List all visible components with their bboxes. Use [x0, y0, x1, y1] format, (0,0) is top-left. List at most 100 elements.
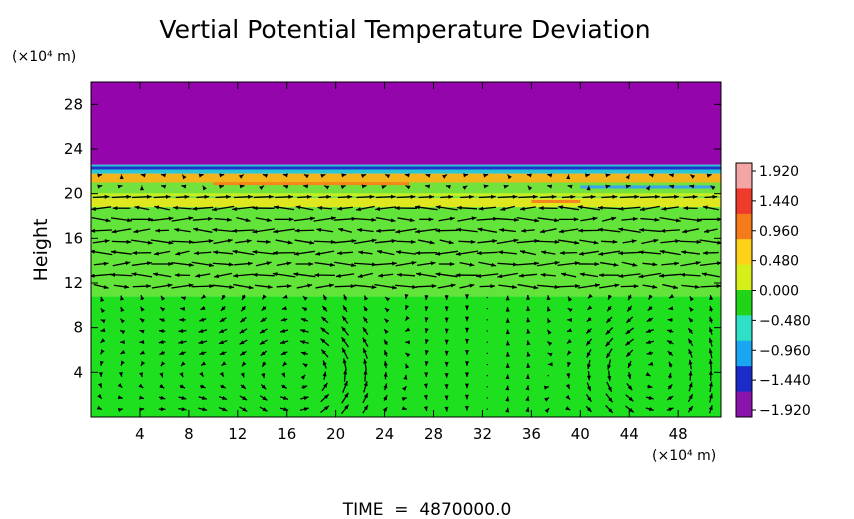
vector-arrow-145	[212, 262, 234, 267]
vector-arrow-5	[100, 349, 105, 355]
vector-arrow-390	[435, 228, 458, 233]
vector-arrow-279	[333, 238, 357, 244]
vector-arrow-224	[302, 363, 308, 368]
vector-arrow-493	[546, 306, 551, 312]
vector-arrow-87	[160, 173, 167, 178]
vector-arrow-661	[708, 393, 713, 403]
y-tick-label-28: 28	[64, 95, 83, 113]
colorbar-label-5: −0.480	[759, 313, 811, 329]
vector-arrow-46	[138, 383, 144, 389]
vector-arrow-309	[383, 394, 388, 402]
vector-arrow-171	[236, 216, 251, 222]
vector-arrow-86	[161, 184, 167, 189]
vector-arrow-625	[668, 306, 674, 311]
vector-arrow-437	[478, 194, 496, 199]
vector-arrow-326	[375, 206, 397, 211]
colorbar-label-3: 0.480	[759, 254, 799, 270]
vector-arrow-444	[505, 363, 510, 368]
vector-arrow-33	[113, 284, 130, 289]
vector-arrow-189	[255, 261, 272, 267]
vector-arrow-90	[179, 384, 186, 389]
vector-arrow-548	[586, 185, 591, 191]
vector-arrow-488	[547, 362, 553, 367]
vector-arrow-38	[111, 228, 132, 234]
vector-arrow-405	[464, 305, 470, 311]
vector-arrow-358	[424, 339, 429, 345]
vector-arrow-525	[561, 194, 576, 199]
vector-arrow-255	[314, 261, 335, 267]
vector-arrow-44	[139, 407, 145, 412]
vector-arrow-502	[538, 206, 558, 211]
vector-arrow-39	[110, 217, 133, 223]
vector-arrow-151	[215, 194, 231, 199]
vector-arrow-656	[683, 206, 698, 211]
vector-arrow-551	[605, 393, 614, 403]
chart-title: Vertial Potential Temperature Deviation	[159, 15, 650, 44]
vector-arrow-513	[566, 328, 572, 333]
x-tick-label-8: 8	[184, 425, 194, 443]
vector-arrow-29	[119, 329, 126, 335]
vector-arrow-593	[625, 174, 631, 180]
vector-arrow-409	[459, 261, 475, 267]
vector-arrow-22	[117, 408, 123, 412]
vector-arrow-318	[384, 296, 391, 302]
vector-arrow-17	[91, 216, 111, 223]
vector-arrow-35	[112, 261, 131, 267]
vector-arrow-509	[566, 373, 571, 379]
vector-arrow-449	[505, 306, 510, 312]
vector-arrow-110	[198, 407, 208, 412]
vector-arrow-440	[505, 407, 510, 413]
vector-arrow-201	[281, 372, 286, 378]
vector-arrow-626	[668, 294, 675, 299]
vector-arrow-360	[424, 317, 429, 323]
vector-arrow-6	[100, 338, 106, 344]
vector-arrow-330	[401, 406, 407, 411]
vector-arrow-100	[174, 273, 191, 278]
vector-arrow-592	[625, 184, 631, 189]
vector-arrow-144	[214, 272, 233, 279]
vector-arrow-239	[297, 194, 312, 199]
vector-arrow-219	[282, 173, 288, 178]
vector-arrow-169	[235, 239, 252, 244]
vector-arrow-587	[622, 239, 637, 244]
vector-arrow-115	[199, 351, 207, 356]
vector-arrow-316	[384, 318, 390, 324]
vector-arrow-30	[119, 318, 125, 324]
vector-arrow-581	[626, 305, 633, 312]
vector-arrow-678	[702, 205, 719, 211]
vector-arrow-528	[585, 405, 593, 413]
vector-arrow-563	[599, 261, 619, 267]
vector-arrow-161	[239, 328, 248, 334]
vector-arrow-521	[557, 239, 580, 245]
vector-arrow-156	[240, 384, 247, 390]
vector-arrow-310	[383, 383, 388, 391]
vector-arrow-576	[627, 360, 632, 369]
vector-arrow-346	[395, 228, 417, 234]
vector-arrow-299	[354, 262, 377, 267]
vector-arrow-327	[375, 194, 396, 199]
vector-arrow-634	[661, 206, 679, 211]
vector-arrow-386	[435, 272, 458, 278]
vector-arrow-586	[618, 251, 641, 256]
vector-arrow-391	[438, 216, 455, 222]
vector-arrow-24	[117, 383, 123, 389]
vector-arrow-408	[455, 273, 479, 278]
y-axis-label: Height	[30, 219, 52, 282]
vector-arrow-99	[171, 283, 194, 289]
vector-arrow-376	[444, 384, 449, 389]
vector-arrow-301	[354, 238, 377, 245]
vector-arrow-497	[536, 260, 560, 267]
vector-arrow-479	[516, 216, 540, 223]
vector-arrow-507	[565, 394, 571, 401]
vector-field	[91, 173, 721, 415]
vector-arrow-49	[139, 350, 145, 355]
vector-arrow-545	[580, 216, 598, 222]
vector-arrow-280	[338, 227, 353, 233]
vector-arrow-121	[191, 284, 215, 289]
vector-arrow-267	[343, 369, 348, 382]
vector-arrow-180	[261, 361, 267, 368]
vector-arrow-315	[383, 328, 389, 335]
vector-arrow-81	[150, 239, 174, 245]
vector-arrow-153	[219, 173, 225, 178]
vector-arrow-374	[444, 406, 449, 412]
